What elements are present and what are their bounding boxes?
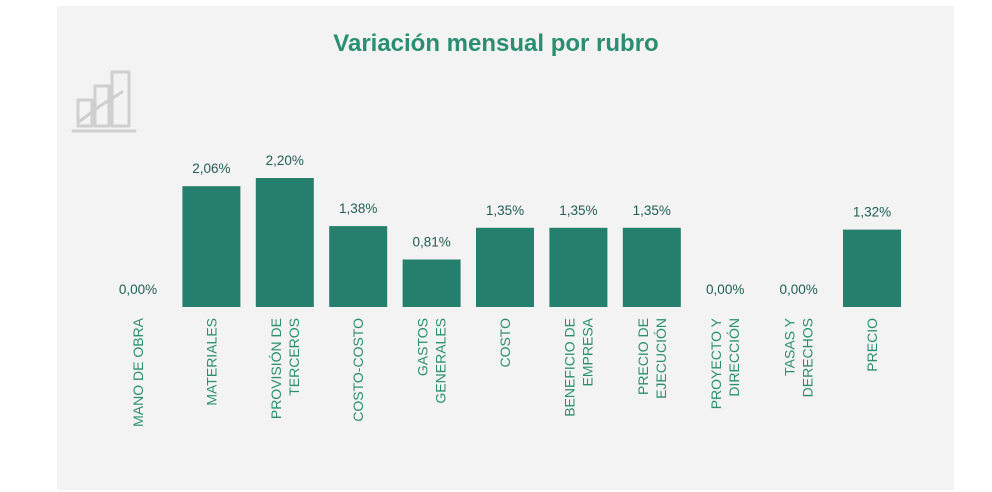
category-label: COSTO	[497, 318, 513, 368]
category-label: BENEFICIO DE EMPRESA	[561, 317, 595, 416]
category-label: TASAS Y DERECHOS	[782, 317, 816, 397]
bar	[182, 186, 241, 307]
bar	[255, 178, 314, 307]
data-label: 0,00%	[779, 282, 817, 297]
chart-title: Variación mensual por rubro	[333, 30, 659, 57]
data-label: 1,32%	[853, 205, 891, 220]
data-label: 1,35%	[559, 203, 597, 218]
category-label: GASTOS GENERALES	[415, 318, 449, 404]
category-label: PRECIO DE EJECUCIÓN	[635, 318, 669, 399]
category-label: MANO DE OBRA	[130, 317, 146, 427]
bar	[476, 227, 534, 307]
bar	[843, 229, 901, 307]
bar	[549, 227, 608, 307]
data-label: 0,00%	[119, 282, 157, 297]
data-label: 0,81%	[412, 235, 450, 250]
category-label: PRECIO	[864, 318, 880, 372]
bar	[329, 226, 388, 307]
category-label: COSTO-COSTO	[350, 318, 366, 422]
category-label: PROYECTO Y DIRECCIÓN	[708, 317, 742, 409]
bar	[622, 227, 681, 307]
data-label: 0,00%	[706, 282, 744, 297]
bar	[402, 259, 461, 307]
data-label: 2,20%	[266, 153, 304, 168]
category-label: MATERIALES	[203, 318, 219, 406]
category-label: PROVISIÓN DE TERCEROS	[268, 318, 302, 419]
data-label: 1,38%	[339, 201, 377, 216]
data-label: 1,35%	[633, 203, 671, 218]
data-label: 2,06%	[192, 161, 230, 176]
chart-icon	[71, 70, 137, 133]
data-label: 1,35%	[486, 203, 524, 218]
